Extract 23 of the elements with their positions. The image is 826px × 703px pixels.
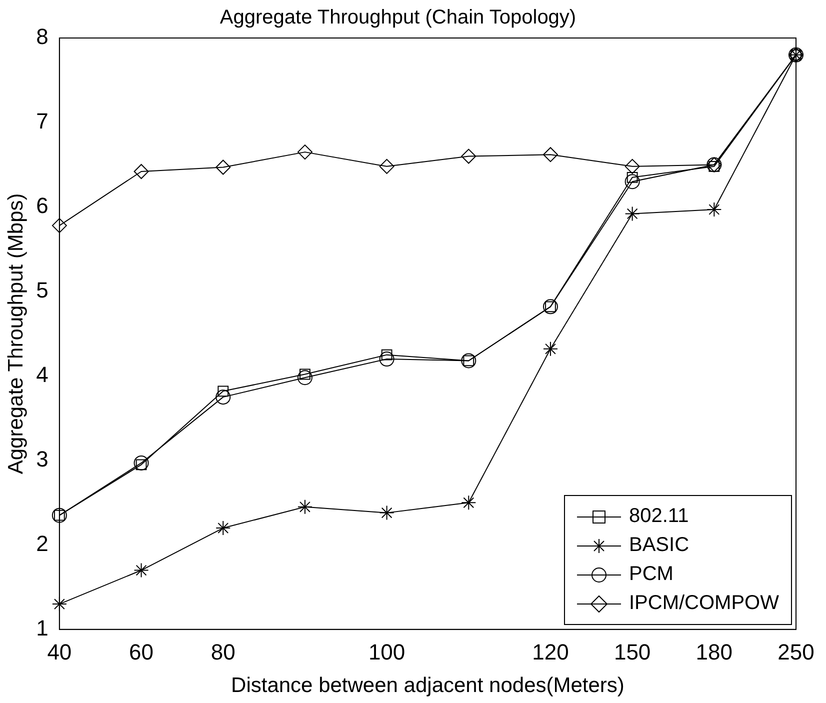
x-tick-label: 40 [47, 640, 72, 665]
y-tick-label: 6 [36, 193, 48, 218]
legend-label: BASIC [629, 534, 690, 558]
y-tick-label: 2 [36, 530, 48, 556]
x-tick-label: 80 [210, 640, 236, 665]
legend-label: IPCM/COMPOW [629, 592, 779, 616]
x-tick-label: 100 [368, 640, 406, 665]
x-tick-label: 150 [614, 640, 651, 665]
y-axis-title: Aggregate Throughput (Mbps) [4, 193, 28, 474]
legend-label: PCM [629, 563, 674, 586]
legend-label: 802.11 [629, 505, 689, 528]
chart-title: Aggregate Throughput (Chain Topology) [220, 6, 576, 29]
y-tick-label: 7 [36, 108, 48, 134]
y-tick-label: 1 [36, 615, 48, 640]
y-tick-label: 4 [36, 362, 48, 388]
y-tick-label: 8 [36, 24, 48, 50]
x-tick-label: 120 [532, 640, 569, 665]
x-tick-label: 180 [696, 640, 733, 665]
x-tick-label: 250 [778, 640, 814, 665]
x-tick-label: 60 [129, 640, 154, 665]
y-tick-label: 5 [36, 278, 48, 303]
x-axis-title: Distance between adjacent nodes(Meters) [231, 674, 624, 698]
y-tick-label: 3 [36, 446, 48, 472]
